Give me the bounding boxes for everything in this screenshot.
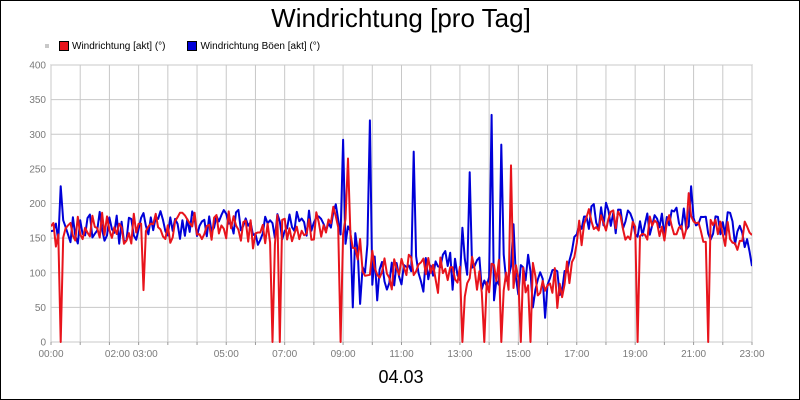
chart-legend: Windrichtung [akt] (°) Windrichtung Böen… [45, 39, 342, 53]
x-tick-label: 15:00 [506, 349, 531, 360]
legend-marker [45, 44, 49, 48]
y-tick-label: 250 [29, 164, 46, 175]
legend-item-windrichtung: Windrichtung [akt] (°) [59, 41, 165, 52]
y-tick-label: 200 [29, 199, 46, 210]
x-tick-label: 13:00 [447, 349, 472, 360]
legend-item-boeen: Windrichtung Böen [akt] (°) [187, 41, 320, 52]
y-tick-label: 150 [29, 234, 46, 245]
chart-title: Windrichtung [pro Tag] [271, 3, 531, 33]
x-tick-label: 09:00 [331, 349, 356, 360]
date-label: 04.03 [378, 367, 424, 387]
series-line-windrichtung [51, 157, 752, 343]
x-tick-label: 07:00 [272, 349, 297, 360]
legend-swatch-windrichtung [59, 41, 69, 51]
y-tick-label: 100 [29, 268, 46, 279]
x-tick-label: 11:00 [389, 349, 414, 360]
x-tick-label: 21:00 [681, 349, 706, 360]
x-tick-label: 05:00 [214, 349, 239, 360]
x-tick-label: 23:00 [739, 349, 764, 360]
y-tick-label: 400 [29, 61, 46, 72]
x-tick-label: 19:00 [623, 349, 648, 360]
x-tick-label: 00:00 [38, 349, 63, 360]
x-tick-label: 17:00 [564, 349, 589, 360]
legend-label-windrichtung: Windrichtung [akt] (°) [72, 40, 166, 52]
legend-swatch-boeen [187, 41, 198, 51]
y-tick-label: 0 [40, 338, 46, 349]
legend-label-boeen: Windrichtung Böen [akt] (°) [200, 40, 321, 52]
x-tick-label: 02:00 03:00 [105, 349, 158, 360]
y-tick-label: 350 [29, 95, 46, 106]
y-tick-label: 300 [29, 130, 46, 141]
y-tick-label: 50 [35, 303, 47, 314]
